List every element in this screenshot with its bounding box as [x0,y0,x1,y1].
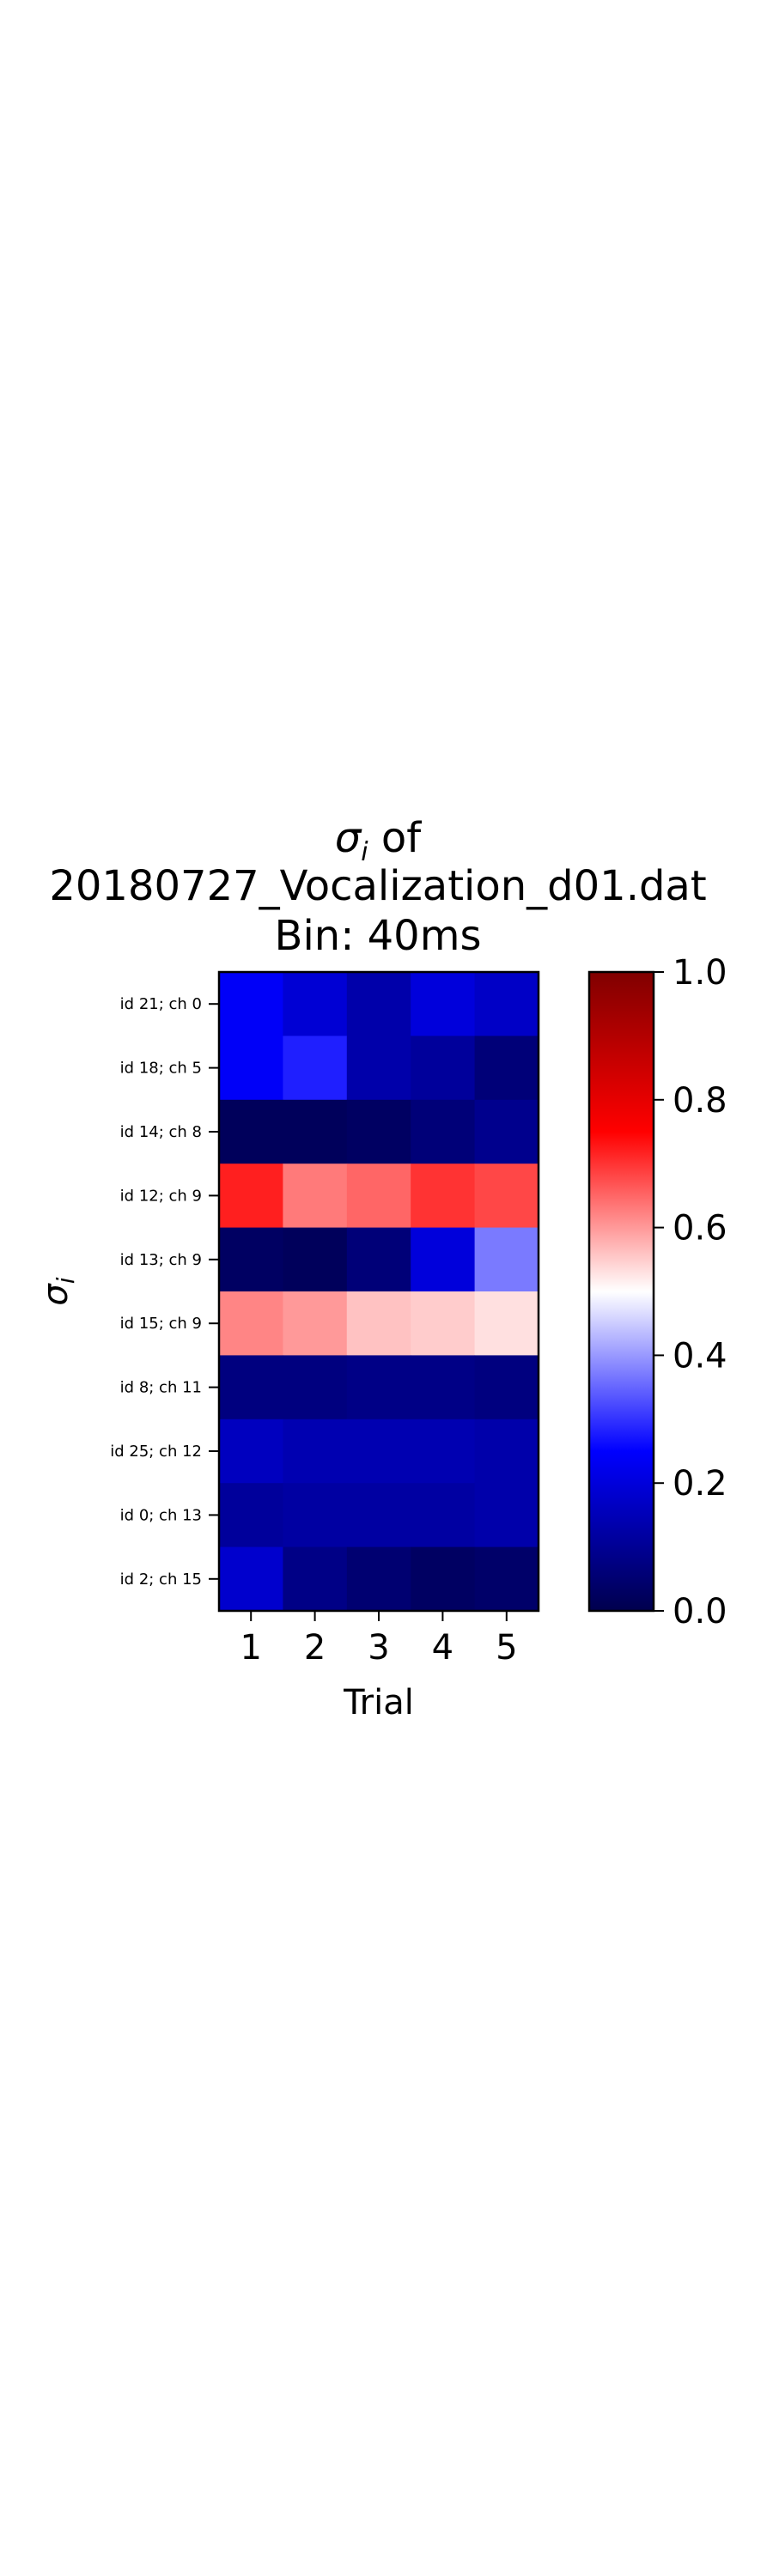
heatmap-cell [411,1291,476,1356]
colorbar-tick-label: 0.6 [673,1209,727,1249]
x-axis-ticks: 1 2 3 4 5 [240,1611,518,1668]
heatmap-cell [283,1483,348,1548]
y-tick-label: id 13; ch 9 [120,1251,202,1269]
heatmap-cell [474,1419,539,1484]
heatmap-cell [283,1291,348,1356]
heatmap-cell [283,1546,348,1612]
y-axis-ticks: id 21; ch 0 id 18; ch 5 id 14; ch 8 id 12; … [110,995,219,1589]
heatmap-cell [411,1036,476,1101]
heatmap-cell [474,1291,539,1356]
x-tick-label: 4 [432,1628,453,1668]
heatmap-cell [219,1291,283,1356]
colorbar-tick-label: 0.8 [673,1081,727,1121]
heatmap-cell [219,1355,283,1420]
colorbar-tick-label: 0.0 [673,1592,727,1631]
heatmap-cell [219,1483,283,1548]
heatmap-cell [474,1036,539,1101]
y-tick-label: id 18; ch 5 [120,1060,202,1078]
heatmap-cell [346,1546,411,1612]
heatmap-cell [474,1227,539,1292]
heatmap-cell [283,1227,348,1292]
heatmap-cell [346,1355,411,1420]
colorbar-ticks: 0.0 0.2 0.4 0.6 0.8 1.0 [654,953,727,1631]
heatmap-cell [219,972,283,1036]
y-tick-label: id 15; ch 9 [120,1315,202,1333]
heatmap-cell [474,1099,539,1164]
heatmap-cell [474,1355,539,1420]
y-tick-label: id 12; ch 9 [120,1187,202,1205]
y-axis-label-subscript: i [52,1277,80,1284]
heatmap-cell [283,1036,348,1101]
heatmap-cell [346,1163,411,1229]
heatmap-cell [411,1419,476,1484]
heatmap-cell [474,1163,539,1229]
heatmap-cell [219,1546,283,1612]
heatmap-cell [346,1227,411,1292]
heatmap-cell [283,1163,348,1229]
y-tick-label: id 0; ch 13 [120,1506,202,1524]
heatmap-cell [411,1355,476,1420]
heatmap-cell [346,1483,411,1548]
chart-title-line-2: 20180727_Vocalization_d01.dat [49,862,706,910]
heatmap-cell [283,1419,348,1484]
heatmap-cell [411,1099,476,1164]
heatmap-cell [283,1355,348,1420]
heatmap-cell [346,1036,411,1101]
heatmap-cell [219,1227,283,1292]
colorbar [587,970,655,1613]
heatmap-cell [219,1419,283,1484]
heatmap-cell [474,972,539,1036]
y-tick-label: id 21; ch 0 [120,995,202,1013]
chart-title-line-1: σi of [335,814,422,867]
heatmap-cell [219,1099,283,1164]
heatmap-cell [346,1291,411,1356]
heatmap-cell [411,1163,476,1229]
heatmap-cell [474,1483,539,1548]
colorbar-tick-label: 1.0 [673,953,727,993]
x-tick-label: 2 [304,1628,326,1668]
y-tick-label: id 8; ch 11 [120,1379,202,1397]
heatmap-cell [411,1483,476,1548]
y-tick-label: id 25; ch 12 [110,1443,202,1461]
heatmap-cell [283,972,348,1036]
y-axis-label: σi [36,1277,80,1305]
heatmap-cell [346,972,411,1036]
heatmap-cell [219,1163,283,1229]
y-axis-label-sigma: σ [36,1283,76,1306]
x-tick-label: 3 [368,1628,389,1668]
title-sigma: σ [335,814,362,862]
heatmap-cell [411,972,476,1036]
heatmap-cell [346,1099,411,1164]
chart-title-line-3: Bin: 40ms [275,912,482,960]
x-tick-label: 5 [496,1628,517,1668]
heatmap-cell [411,1546,476,1612]
heatmap-cell [346,1419,411,1484]
heatmap-cells [219,972,539,1612]
y-tick-label: id 2; ch 15 [120,1571,202,1589]
title-subscript: i [361,837,368,867]
heatmap-cell [283,1099,348,1164]
colorbar-tick-label: 0.2 [673,1464,727,1504]
heatmap-cell [219,1036,283,1101]
heatmap-cell [411,1227,476,1292]
heatmap-cell [474,1546,539,1612]
x-tick-label: 1 [240,1628,261,1668]
y-tick-label: id 14; ch 8 [120,1123,202,1141]
x-axis-label: Trial [343,1683,414,1722]
colorbar-tick-label: 0.4 [673,1336,727,1376]
title-of: of [368,814,423,862]
